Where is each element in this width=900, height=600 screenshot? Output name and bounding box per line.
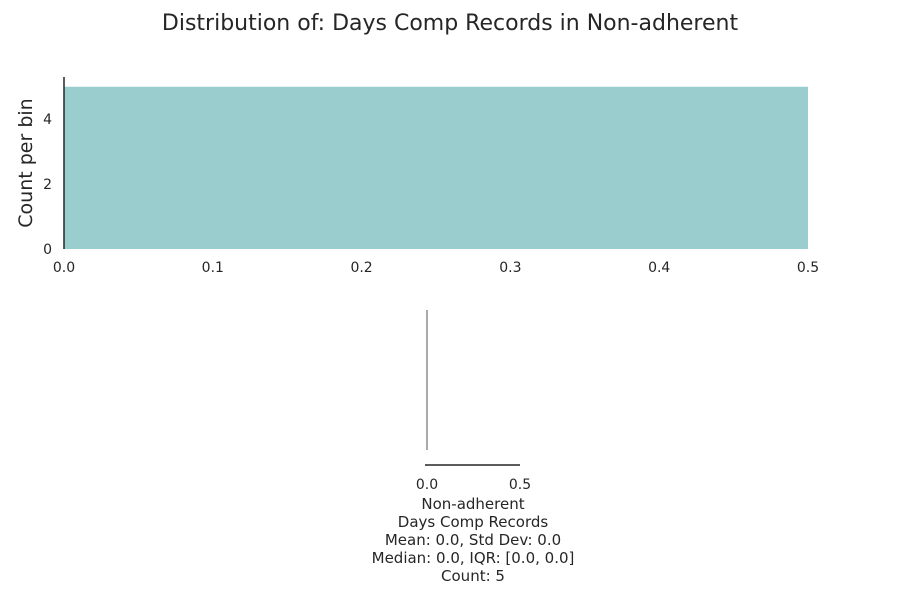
stats-line: Days Comp Records [398,513,549,531]
stats-line: Count: 5 [441,567,505,585]
x-tick-label: 0.5 [797,260,819,276]
histogram-bars [64,86,808,250]
stats-line: Non-adherent [421,495,524,513]
histogram-bar [64,86,808,250]
x-tick-labels: 0.0 0.1 0.2 0.3 0.4 0.5 [53,260,819,276]
box-x-tick-label: 0.5 [509,477,531,493]
x-tick-label: 0.1 [202,260,224,276]
box-x-tick-label: 0.0 [416,477,438,493]
stats-line: Median: 0.0, IQR: [0.0, 0.0] [372,549,575,567]
x-tick-label: 0.3 [499,260,521,276]
x-tick-label: 0.4 [648,260,670,276]
x-tick-label: 0.0 [53,260,75,276]
box-x-tick-labels: 0.0 0.5 [416,477,531,493]
y-tick-label: 0 [43,242,52,258]
x-tick-label: 0.2 [350,260,372,276]
y-tick-label: 4 [43,112,52,128]
y-tick-labels: 0 2 4 [43,112,52,258]
stats-line: Mean: 0.0, Std Dev: 0.0 [385,531,561,549]
y-axis-label: Count per bin [15,98,37,227]
y-tick-label: 2 [43,177,52,193]
chart-title: Distribution of: Days Comp Records in No… [162,11,739,36]
